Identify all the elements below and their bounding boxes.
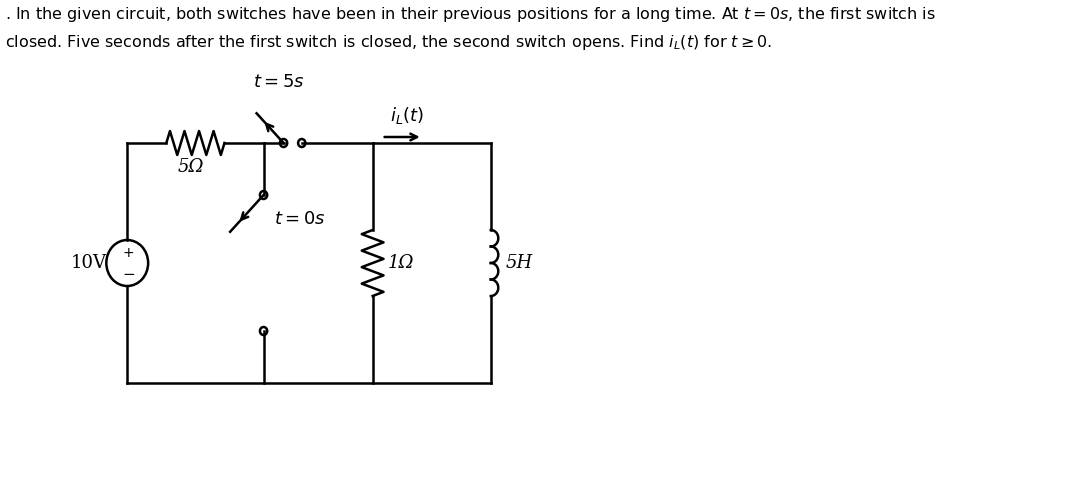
Text: $t = 0s$: $t = 0s$ [274,210,326,228]
Text: closed. Five seconds after the first switch is closed, the second switch opens. : closed. Five seconds after the first swi… [5,33,772,52]
Text: . In the given circuit, both switches have been in their previous positions for : . In the given circuit, both switches ha… [5,5,936,24]
Text: 10V: 10V [71,254,107,272]
Text: $-$: $-$ [122,266,135,280]
Text: 5H: 5H [505,254,532,272]
Text: 5Ω: 5Ω [178,158,204,176]
Text: $t = 5s$: $t = 5s$ [253,73,305,91]
Text: 1Ω: 1Ω [388,254,415,272]
Text: $+$: $+$ [122,246,134,260]
Text: $i_L(t)$: $i_L(t)$ [390,106,423,127]
